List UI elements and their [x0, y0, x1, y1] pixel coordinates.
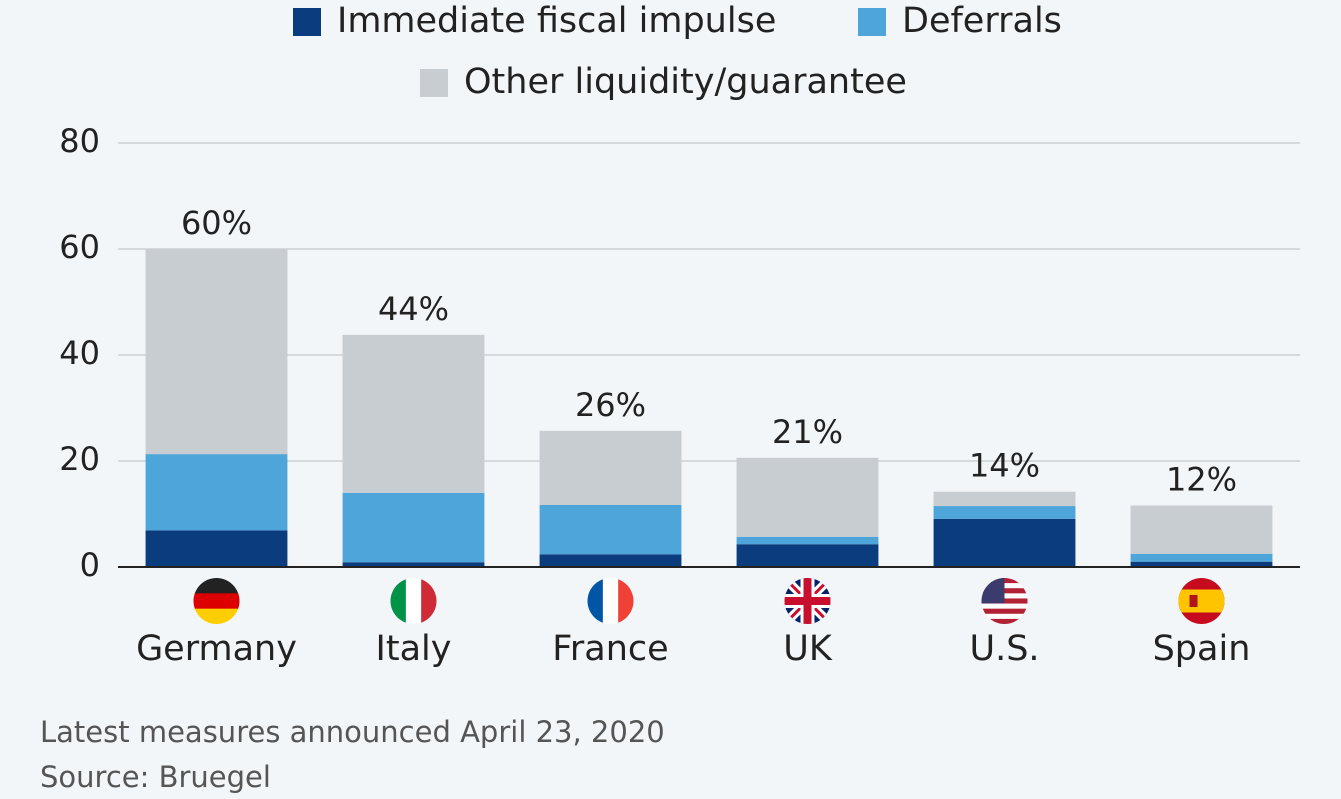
bar-segment — [736, 457, 879, 537]
flag-part — [618, 578, 634, 624]
flag-part — [421, 578, 437, 624]
bar-segment — [933, 518, 1076, 567]
legend-label: Other liquidity/guarantee — [464, 62, 907, 102]
flag-part — [193, 578, 240, 594]
bar-segment — [145, 454, 288, 531]
bar-segment — [342, 492, 485, 563]
bar-segment — [933, 491, 1076, 507]
bar-segment — [1130, 553, 1273, 562]
flag-part — [193, 608, 240, 624]
flag — [981, 578, 1028, 624]
flag — [587, 578, 634, 624]
bar-segment — [736, 536, 879, 545]
bar-segment — [539, 554, 682, 567]
flag-part — [405, 578, 422, 624]
flag — [390, 578, 437, 624]
flag-part — [1189, 595, 1198, 607]
legend-label: Deferrals — [902, 1, 1062, 41]
x-tick-label: Italy — [376, 629, 452, 669]
total-label: 60% — [181, 204, 252, 242]
bar-segment — [145, 530, 288, 567]
bar-segment — [145, 249, 288, 455]
total-label: 26% — [575, 386, 646, 424]
bar-segment — [1130, 505, 1273, 554]
y-tick-label: 20 — [59, 440, 100, 478]
bar-segment — [933, 506, 1076, 519]
legend-swatch — [293, 8, 321, 36]
flag-part — [587, 578, 604, 624]
flag-part — [981, 618, 1028, 624]
flag — [1178, 578, 1225, 624]
legend-swatch — [858, 8, 886, 36]
source: Source: Bruegel — [40, 760, 271, 794]
flag — [784, 578, 831, 624]
flag-part — [981, 608, 1028, 615]
x-tick-label: UK — [783, 629, 833, 669]
flag — [193, 578, 240, 624]
flag-part — [390, 578, 407, 624]
bar-segment — [736, 544, 879, 567]
bar-segment — [342, 562, 485, 567]
bar-segment — [539, 430, 682, 505]
bar-segment — [342, 334, 485, 493]
y-tick-label: 80 — [59, 122, 100, 160]
total-label: 14% — [969, 447, 1040, 485]
x-tick-label: U.S. — [969, 629, 1039, 669]
bar-segment — [539, 504, 682, 555]
total-label: 12% — [1166, 461, 1237, 499]
flag-part — [602, 578, 619, 624]
flag-part — [981, 603, 1028, 610]
bar-segment — [1130, 561, 1273, 567]
x-tick-label: Spain — [1153, 629, 1251, 669]
y-tick-label: 40 — [59, 334, 100, 372]
x-tick-label: Germany — [136, 629, 297, 669]
y-tick-label: 0 — [80, 546, 100, 584]
note: Latest measures announced April 23, 2020 — [40, 715, 665, 749]
flag-part — [784, 597, 831, 605]
flag-part — [1178, 589, 1225, 613]
legend-swatch — [420, 69, 448, 97]
flag-part — [193, 593, 240, 610]
total-label: 21% — [772, 413, 843, 451]
flag-part — [981, 613, 1028, 620]
flag-part — [981, 578, 1005, 604]
x-tick-label: France — [552, 629, 668, 669]
y-tick-label: 60 — [59, 228, 100, 266]
total-label: 44% — [378, 290, 449, 328]
legend-label: Immediate fiscal impulse — [337, 1, 776, 41]
